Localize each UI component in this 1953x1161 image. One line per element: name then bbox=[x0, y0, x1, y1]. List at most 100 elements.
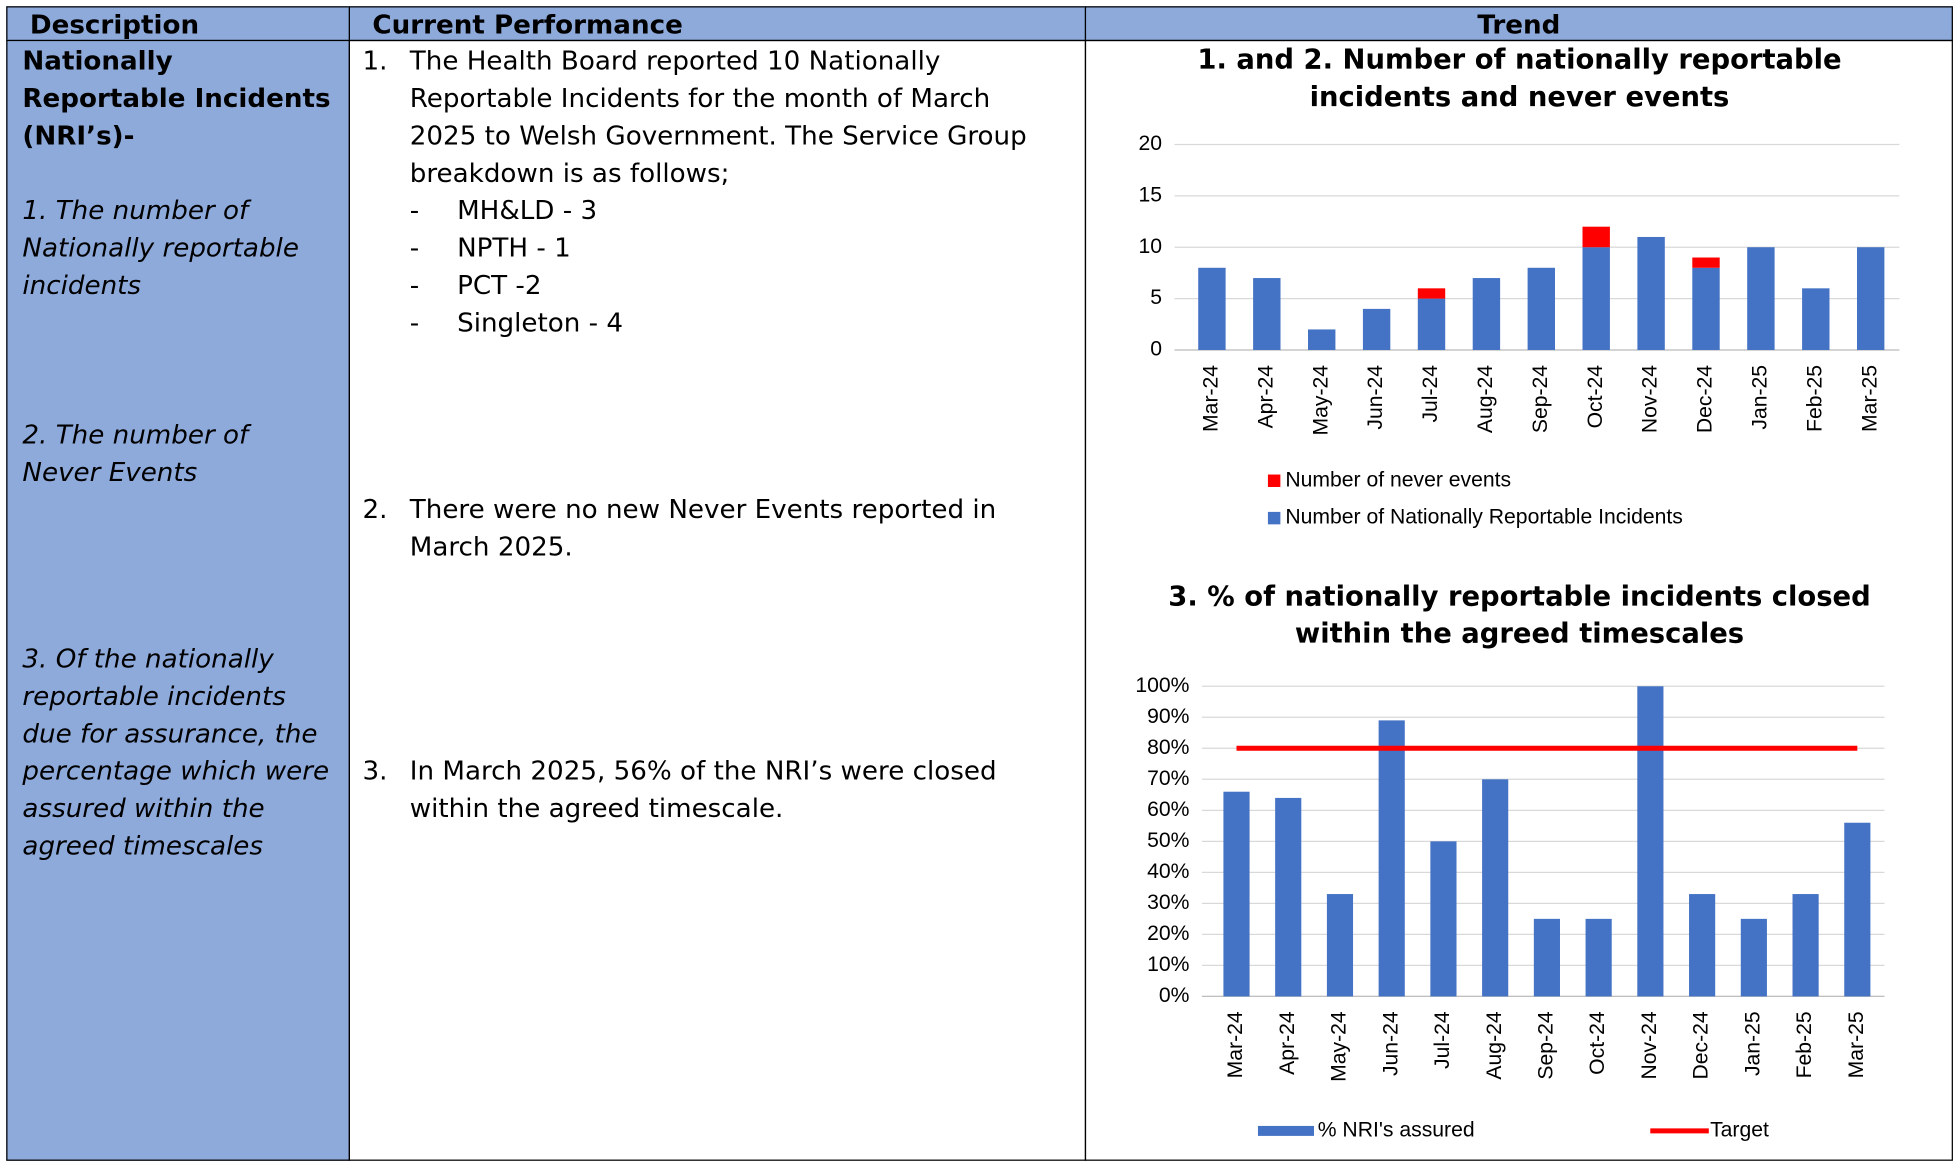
bar bbox=[1792, 894, 1819, 997]
y-tick-label: 15 bbox=[1139, 183, 1163, 206]
bar bbox=[1482, 779, 1509, 997]
header: Trend bbox=[1477, 9, 1561, 40]
x-tick-label: Jul-24 bbox=[1431, 1011, 1454, 1069]
item-number: 2. bbox=[362, 494, 388, 525]
legend-swatch bbox=[1267, 511, 1281, 525]
bar bbox=[1417, 298, 1446, 350]
y-tick-label: 80% bbox=[1147, 736, 1190, 759]
x-tick-label: Apr-24 bbox=[1254, 365, 1277, 429]
legend-label: % NRI's assured bbox=[1318, 1119, 1475, 1142]
bullet: PCT -2 bbox=[410, 267, 1060, 304]
item-text: In March 2025, 56% of the NRI’s were clo… bbox=[409, 756, 997, 824]
bar bbox=[1689, 894, 1716, 997]
y-tick-label: 60% bbox=[1147, 798, 1190, 821]
bar bbox=[1326, 894, 1354, 997]
header-cell: Description bbox=[6, 6, 350, 42]
bar bbox=[1692, 267, 1720, 350]
bar bbox=[1802, 288, 1830, 350]
x-tick-label: Sep-24 bbox=[1529, 365, 1552, 433]
x-tick-label: Jan-25 bbox=[1741, 1011, 1764, 1076]
description-item: 1. The number of Nationally reportable i… bbox=[22, 195, 299, 301]
x-tick-label: Mar-25 bbox=[1845, 1011, 1868, 1078]
bar bbox=[1533, 918, 1560, 997]
legend-swatch bbox=[1267, 474, 1281, 487]
chart-title: 3. % of nationally reportable incidents … bbox=[1168, 581, 1870, 612]
y-tick-label: 20% bbox=[1147, 922, 1190, 945]
x-tick-label: Aug-24 bbox=[1474, 365, 1497, 433]
y-tick-label: 90% bbox=[1147, 705, 1190, 728]
description-item: 3. Of the nationally reportable incident… bbox=[22, 643, 330, 861]
bar bbox=[1362, 308, 1391, 350]
x-tick-label: May-24 bbox=[1309, 365, 1332, 436]
x-tick-label: Mar-24 bbox=[1224, 1011, 1247, 1078]
legend-label: Number of Nationally Reportable Incident… bbox=[1285, 506, 1682, 529]
bar bbox=[1275, 797, 1302, 997]
performance-item: 3. In March 2025, 56% of the NRI’s were … bbox=[362, 752, 1035, 827]
item-number: 1. bbox=[362, 46, 388, 76]
x-tick-label: Apr-24 bbox=[1276, 1011, 1299, 1075]
item-text: The Health Board reported 10 Nationally … bbox=[409, 46, 1027, 189]
bar bbox=[1747, 247, 1775, 350]
x-tick-label: Oct-24 bbox=[1584, 365, 1607, 429]
y-tick-label: 20 bbox=[1139, 132, 1163, 155]
bar bbox=[1637, 686, 1664, 997]
x-tick-label: May-24 bbox=[1328, 1011, 1351, 1082]
x-tick-label: Mar-25 bbox=[1858, 365, 1881, 432]
bar bbox=[1582, 226, 1610, 248]
x-tick-label: Jan-25 bbox=[1748, 365, 1771, 430]
item-text: There were no new Never Events reported … bbox=[409, 494, 997, 562]
y-tick-label: 30% bbox=[1147, 891, 1190, 914]
y-tick-label: 100% bbox=[1135, 674, 1189, 697]
header: Current Performance bbox=[372, 9, 683, 40]
description-title: Nationally Reportable Incidents (NRI’s)- bbox=[22, 46, 331, 151]
y-tick-label: 5 bbox=[1150, 286, 1162, 309]
bar bbox=[1582, 247, 1610, 350]
description-cell bbox=[6, 39, 350, 1161]
trend-cell bbox=[1084, 39, 1953, 1161]
bullet: Singleton - 4 bbox=[410, 304, 1060, 341]
y-tick-label: 40% bbox=[1147, 860, 1190, 883]
bar bbox=[1692, 257, 1720, 268]
x-tick-label: Dec-24 bbox=[1694, 365, 1717, 433]
performance-item: 1. The Health Board reported 10 National… bbox=[362, 42, 1059, 341]
bar bbox=[1740, 918, 1767, 997]
bullet: MH&LD - 3 bbox=[410, 192, 1060, 229]
item-number: 3. bbox=[362, 756, 388, 786]
x-tick-label: Feb-25 bbox=[1803, 365, 1826, 432]
legend-label: Number of never events bbox=[1285, 468, 1511, 491]
description-item: 2. The number of Never Events bbox=[22, 419, 249, 487]
header-cell: Trend bbox=[1084, 6, 1953, 42]
y-tick-label: 70% bbox=[1147, 767, 1190, 790]
bar bbox=[1308, 329, 1336, 350]
x-tick-label: Nov-24 bbox=[1638, 1011, 1661, 1079]
bar bbox=[1472, 278, 1501, 350]
bar bbox=[1585, 918, 1612, 997]
x-tick-label: Jul-24 bbox=[1419, 365, 1442, 423]
chart-title: within the agreed timescales bbox=[1295, 619, 1744, 650]
x-tick-label: Nov-24 bbox=[1639, 365, 1662, 433]
bar bbox=[1198, 267, 1226, 350]
bar bbox=[1253, 278, 1281, 350]
legend-label: Target bbox=[1710, 1119, 1769, 1142]
y-tick-label: 10% bbox=[1147, 953, 1190, 976]
chart-title: 1. and 2. Number of nationally reportabl… bbox=[1197, 45, 1841, 76]
bar bbox=[1417, 288, 1446, 299]
performance-item: 2. There were no new Never Events report… bbox=[362, 491, 1072, 566]
x-tick-label: Feb-25 bbox=[1793, 1011, 1816, 1078]
bar bbox=[1223, 791, 1250, 997]
x-tick-label: Sep-24 bbox=[1535, 1011, 1558, 1079]
x-tick-label: Dec-24 bbox=[1690, 1011, 1713, 1079]
x-tick-label: Oct-24 bbox=[1586, 1011, 1609, 1075]
y-tick-label: 10 bbox=[1139, 235, 1163, 258]
bar bbox=[1856, 247, 1885, 350]
bar bbox=[1844, 822, 1871, 997]
bullet-list: MH&LD - 3 NPTH - 1 PCT -2 Singleton - 4 bbox=[410, 192, 1060, 341]
x-tick-label: Mar-24 bbox=[1200, 365, 1223, 432]
x-tick-label: Jun-24 bbox=[1379, 1011, 1402, 1076]
bar bbox=[1378, 720, 1405, 997]
bar bbox=[1527, 267, 1556, 350]
y-tick-label: 50% bbox=[1147, 829, 1190, 852]
